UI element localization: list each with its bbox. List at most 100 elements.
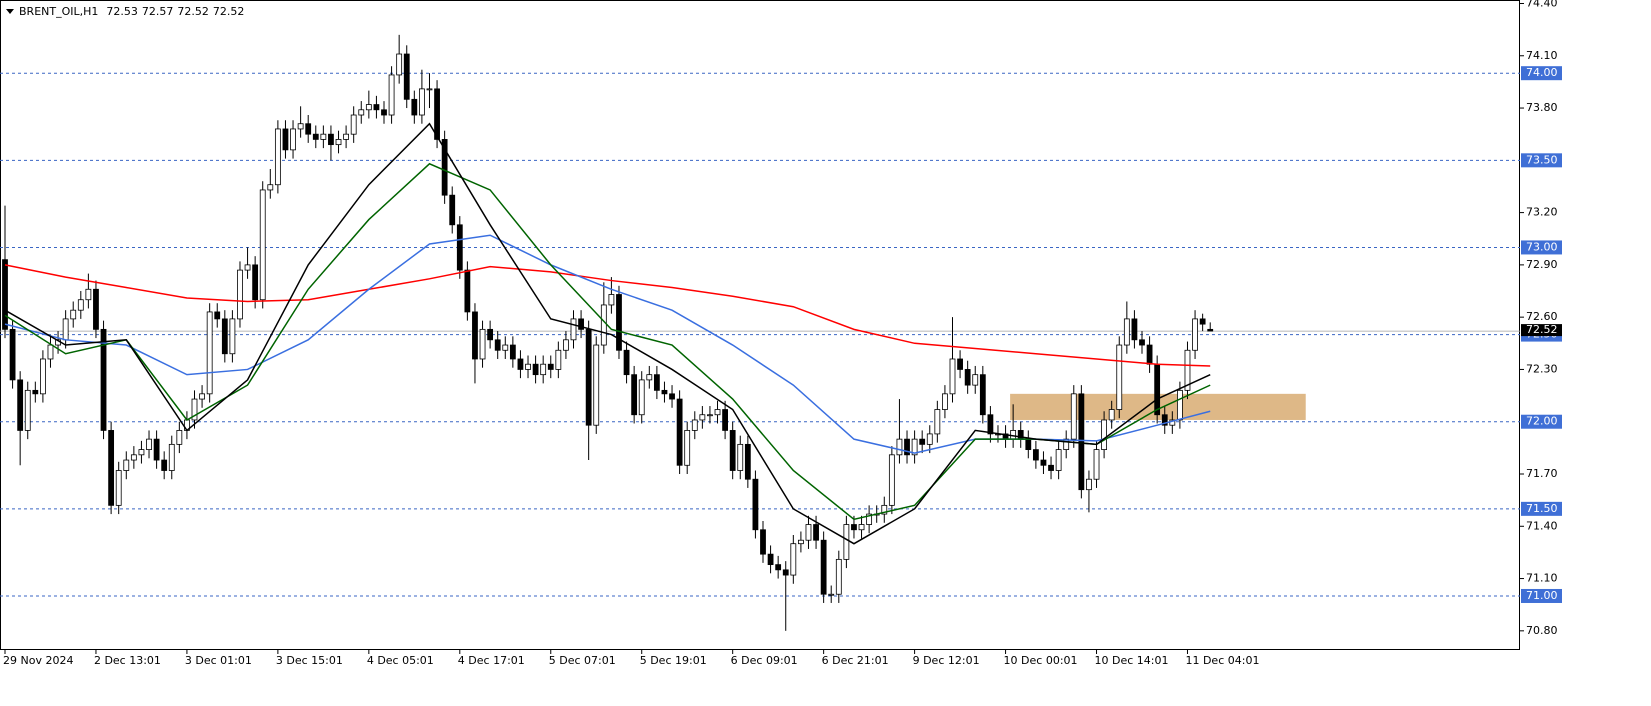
candle-body	[744, 443, 751, 480]
candle-body	[972, 374, 979, 386]
candle-body	[464, 269, 471, 313]
y-tick-label: 71.40	[1526, 519, 1558, 532]
candle-body	[40, 358, 46, 395]
candle-body	[767, 553, 774, 566]
candle-body	[1207, 328, 1214, 332]
candle-body	[138, 449, 145, 456]
header-high: 72.57	[142, 5, 174, 18]
candle-body	[47, 344, 54, 360]
candle-body	[775, 564, 782, 571]
candle-body	[638, 379, 645, 416]
candle-body	[578, 318, 584, 330]
header-open: 72.53	[106, 5, 138, 18]
candle-body	[760, 529, 766, 555]
candle-body	[653, 374, 660, 391]
candle-body	[9, 328, 16, 381]
candle-body	[312, 133, 319, 140]
candle-body	[214, 311, 221, 320]
candle-body	[616, 294, 622, 351]
candle-body	[752, 478, 759, 531]
candle-body	[1040, 459, 1047, 466]
candle-body	[328, 133, 334, 146]
candle-body	[161, 459, 168, 471]
candle-body	[798, 539, 804, 545]
candle-body	[426, 88, 433, 91]
candle-body	[396, 53, 403, 76]
plot-layer	[0, 34, 1520, 631]
candle-body	[146, 438, 152, 450]
x-tick-label: 3 Dec 15:01	[276, 654, 343, 667]
candle-body	[646, 374, 653, 381]
candle-body	[1146, 344, 1153, 365]
last-price-label: 72.52	[1526, 323, 1558, 336]
x-tick-label: 29 Nov 2024	[3, 654, 73, 667]
candle-body	[1108, 409, 1115, 421]
plot-frame	[0, 0, 1520, 650]
candle-body	[237, 269, 243, 320]
candle-body	[100, 328, 107, 431]
candle-body	[729, 430, 736, 471]
candle-body	[1032, 449, 1039, 461]
candle-body	[820, 539, 827, 595]
candle-body	[509, 344, 516, 360]
candle-body	[661, 389, 668, 395]
candle-body	[176, 430, 183, 445]
header-close: 72.52	[213, 5, 245, 18]
candle-body	[456, 224, 463, 271]
candle-body	[153, 438, 160, 461]
x-tick-label: 11 Dec 04:01	[1185, 654, 1259, 667]
candle-body	[350, 114, 357, 135]
candle-body	[532, 363, 539, 376]
candle-body	[593, 344, 600, 426]
candle-body	[896, 438, 903, 456]
level-label-bg	[1521, 240, 1562, 255]
chart-header: BRENT_OIL,H1 72.53 72.57 72.52 72.52	[19, 5, 244, 18]
candle-body	[563, 339, 569, 351]
candle-body	[813, 524, 819, 541]
candle-body	[320, 133, 327, 140]
candle-body	[570, 318, 577, 341]
candle-body	[782, 569, 789, 576]
candle-body	[888, 454, 895, 506]
candle-body	[1063, 438, 1070, 450]
candle-body	[949, 358, 956, 395]
candle-body	[1086, 478, 1092, 491]
x-tick-label: 4 Dec 05:01	[367, 654, 434, 667]
candle-body	[191, 398, 198, 421]
candle-body	[1131, 318, 1138, 341]
candle-body	[926, 433, 933, 445]
candle-body	[305, 123, 312, 135]
x-tick-label: 5 Dec 07:01	[549, 654, 616, 667]
candle-body	[297, 123, 304, 130]
x-tick-label: 6 Dec 21:01	[822, 654, 889, 667]
candle-body	[919, 438, 926, 445]
candle-body	[1070, 393, 1077, 440]
level-label: 72.00	[1526, 415, 1558, 428]
candle-body	[1192, 318, 1198, 351]
candle-body	[843, 524, 850, 560]
last-price-bg	[1521, 324, 1562, 337]
candle-body	[1161, 414, 1168, 426]
header-low: 72.52	[177, 5, 209, 18]
y-tick-label: 71.10	[1526, 572, 1558, 585]
candle-body	[585, 328, 592, 426]
level-label: 74.00	[1526, 66, 1558, 79]
candle-body	[1101, 419, 1107, 450]
candle-body	[547, 363, 554, 370]
candle-body	[487, 328, 494, 341]
candle-body	[1055, 449, 1062, 471]
moving-average	[4, 122, 1211, 545]
level-label: 73.50	[1526, 153, 1558, 166]
level-label: 73.00	[1526, 240, 1558, 253]
candle-body	[790, 543, 797, 576]
candle-body	[714, 409, 721, 416]
candle-body	[1123, 318, 1130, 346]
candle-body	[335, 139, 342, 146]
y-tick-label: 72.30	[1526, 362, 1558, 375]
menu-arrow[interactable]	[6, 9, 14, 14]
candle-body	[290, 128, 296, 151]
candle-body	[2, 259, 8, 330]
chart-title: BRENT_OIL,H1	[19, 5, 98, 18]
candle-body	[737, 443, 744, 471]
